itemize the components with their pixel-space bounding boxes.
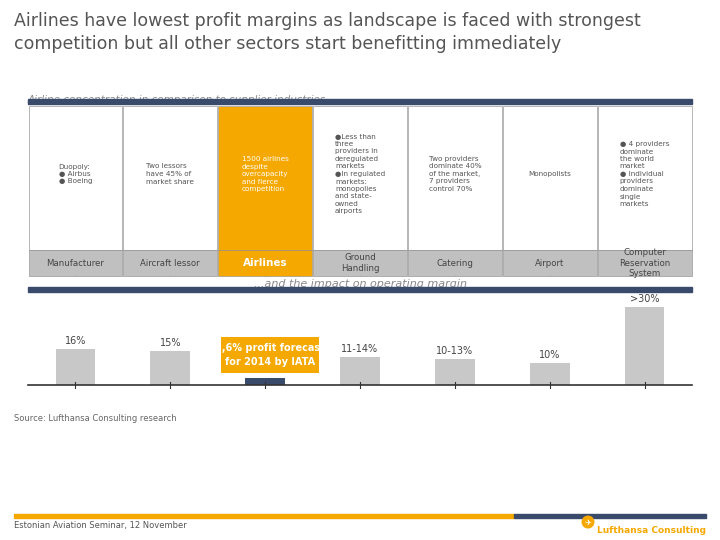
Text: 1500 airlines
despite
overcapacity
and fierce
competition: 1500 airlines despite overcapacity and f… (242, 156, 289, 192)
Bar (514, 514, 706, 518)
Text: Aircraft lessor: Aircraft lessor (140, 259, 200, 267)
Bar (313, 250, 407, 276)
Text: ● 4 providers
dominate
the world
market
● Individual
providers
dominate
single
m: ● 4 providers dominate the world market … (620, 141, 670, 207)
Text: Manufacturer: Manufacturer (47, 259, 104, 267)
Bar (221, 337, 319, 373)
Text: Monopolists: Monopolists (528, 171, 571, 177)
Text: Source: Lufthansa Consulting research: Source: Lufthansa Consulting research (14, 414, 176, 423)
Text: >30%: >30% (630, 294, 660, 303)
Bar (14, 514, 514, 518)
Bar (340, 357, 380, 385)
Bar (530, 363, 570, 385)
Bar (503, 250, 597, 276)
Text: ✈: ✈ (585, 517, 592, 526)
Text: 10%: 10% (539, 349, 560, 360)
Bar (246, 379, 285, 385)
Bar (313, 106, 407, 250)
Bar (150, 352, 190, 385)
Text: Lufthansa Consulting: Lufthansa Consulting (597, 526, 706, 535)
Text: Two lessors
have 45% of
market share: Two lessors have 45% of market share (146, 164, 194, 185)
Text: 16%: 16% (65, 336, 86, 346)
Text: ●Less than
three
providers in
deregulated
markets
●In regulated
markets:
monopol: ●Less than three providers in deregulate… (335, 133, 385, 214)
Text: 2,6% profit forecast
for 2014 by IATA: 2,6% profit forecast for 2014 by IATA (215, 343, 325, 367)
Bar (29, 250, 122, 276)
Bar (598, 250, 691, 276)
Bar (408, 106, 502, 250)
Text: 10-13%: 10-13% (436, 346, 474, 356)
Bar (29, 106, 122, 250)
Text: Duopoly:
● Airbus
● Boeing: Duopoly: ● Airbus ● Boeing (58, 164, 92, 185)
Text: Ground
Handling: Ground Handling (341, 253, 379, 273)
Text: ...and the impact on operating margin: ...and the impact on operating margin (253, 279, 467, 289)
Bar (123, 250, 217, 276)
Text: Airline concentration in comparison to supplier industries...: Airline concentration in comparison to s… (28, 95, 336, 105)
Text: Two providers
dominate 40%
of the market,
7 providers
control 70%: Two providers dominate 40% of the market… (428, 156, 481, 192)
Bar (28, 287, 692, 292)
Circle shape (582, 516, 595, 529)
Text: Estonian Aviation Seminar, 12 November: Estonian Aviation Seminar, 12 November (14, 521, 186, 530)
Bar (123, 106, 217, 250)
Text: Catering: Catering (436, 259, 473, 267)
Bar (625, 307, 665, 385)
Bar (218, 250, 312, 276)
Bar (218, 106, 312, 250)
Bar (503, 106, 597, 250)
Text: 11-14%: 11-14% (341, 344, 379, 354)
Bar (28, 99, 692, 104)
Text: Airlines have lowest profit margins as landscape is faced with strongest
competi: Airlines have lowest profit margins as l… (14, 12, 641, 53)
Text: Computer
Reservation
System: Computer Reservation System (619, 248, 670, 278)
Bar (435, 359, 474, 385)
Bar (55, 349, 95, 385)
Bar (598, 106, 691, 250)
Text: Airport: Airport (535, 259, 564, 267)
Bar (408, 250, 502, 276)
Text: 3 %: 3 % (256, 365, 274, 375)
Text: 15%: 15% (160, 339, 181, 348)
Text: Airlines: Airlines (243, 258, 287, 268)
